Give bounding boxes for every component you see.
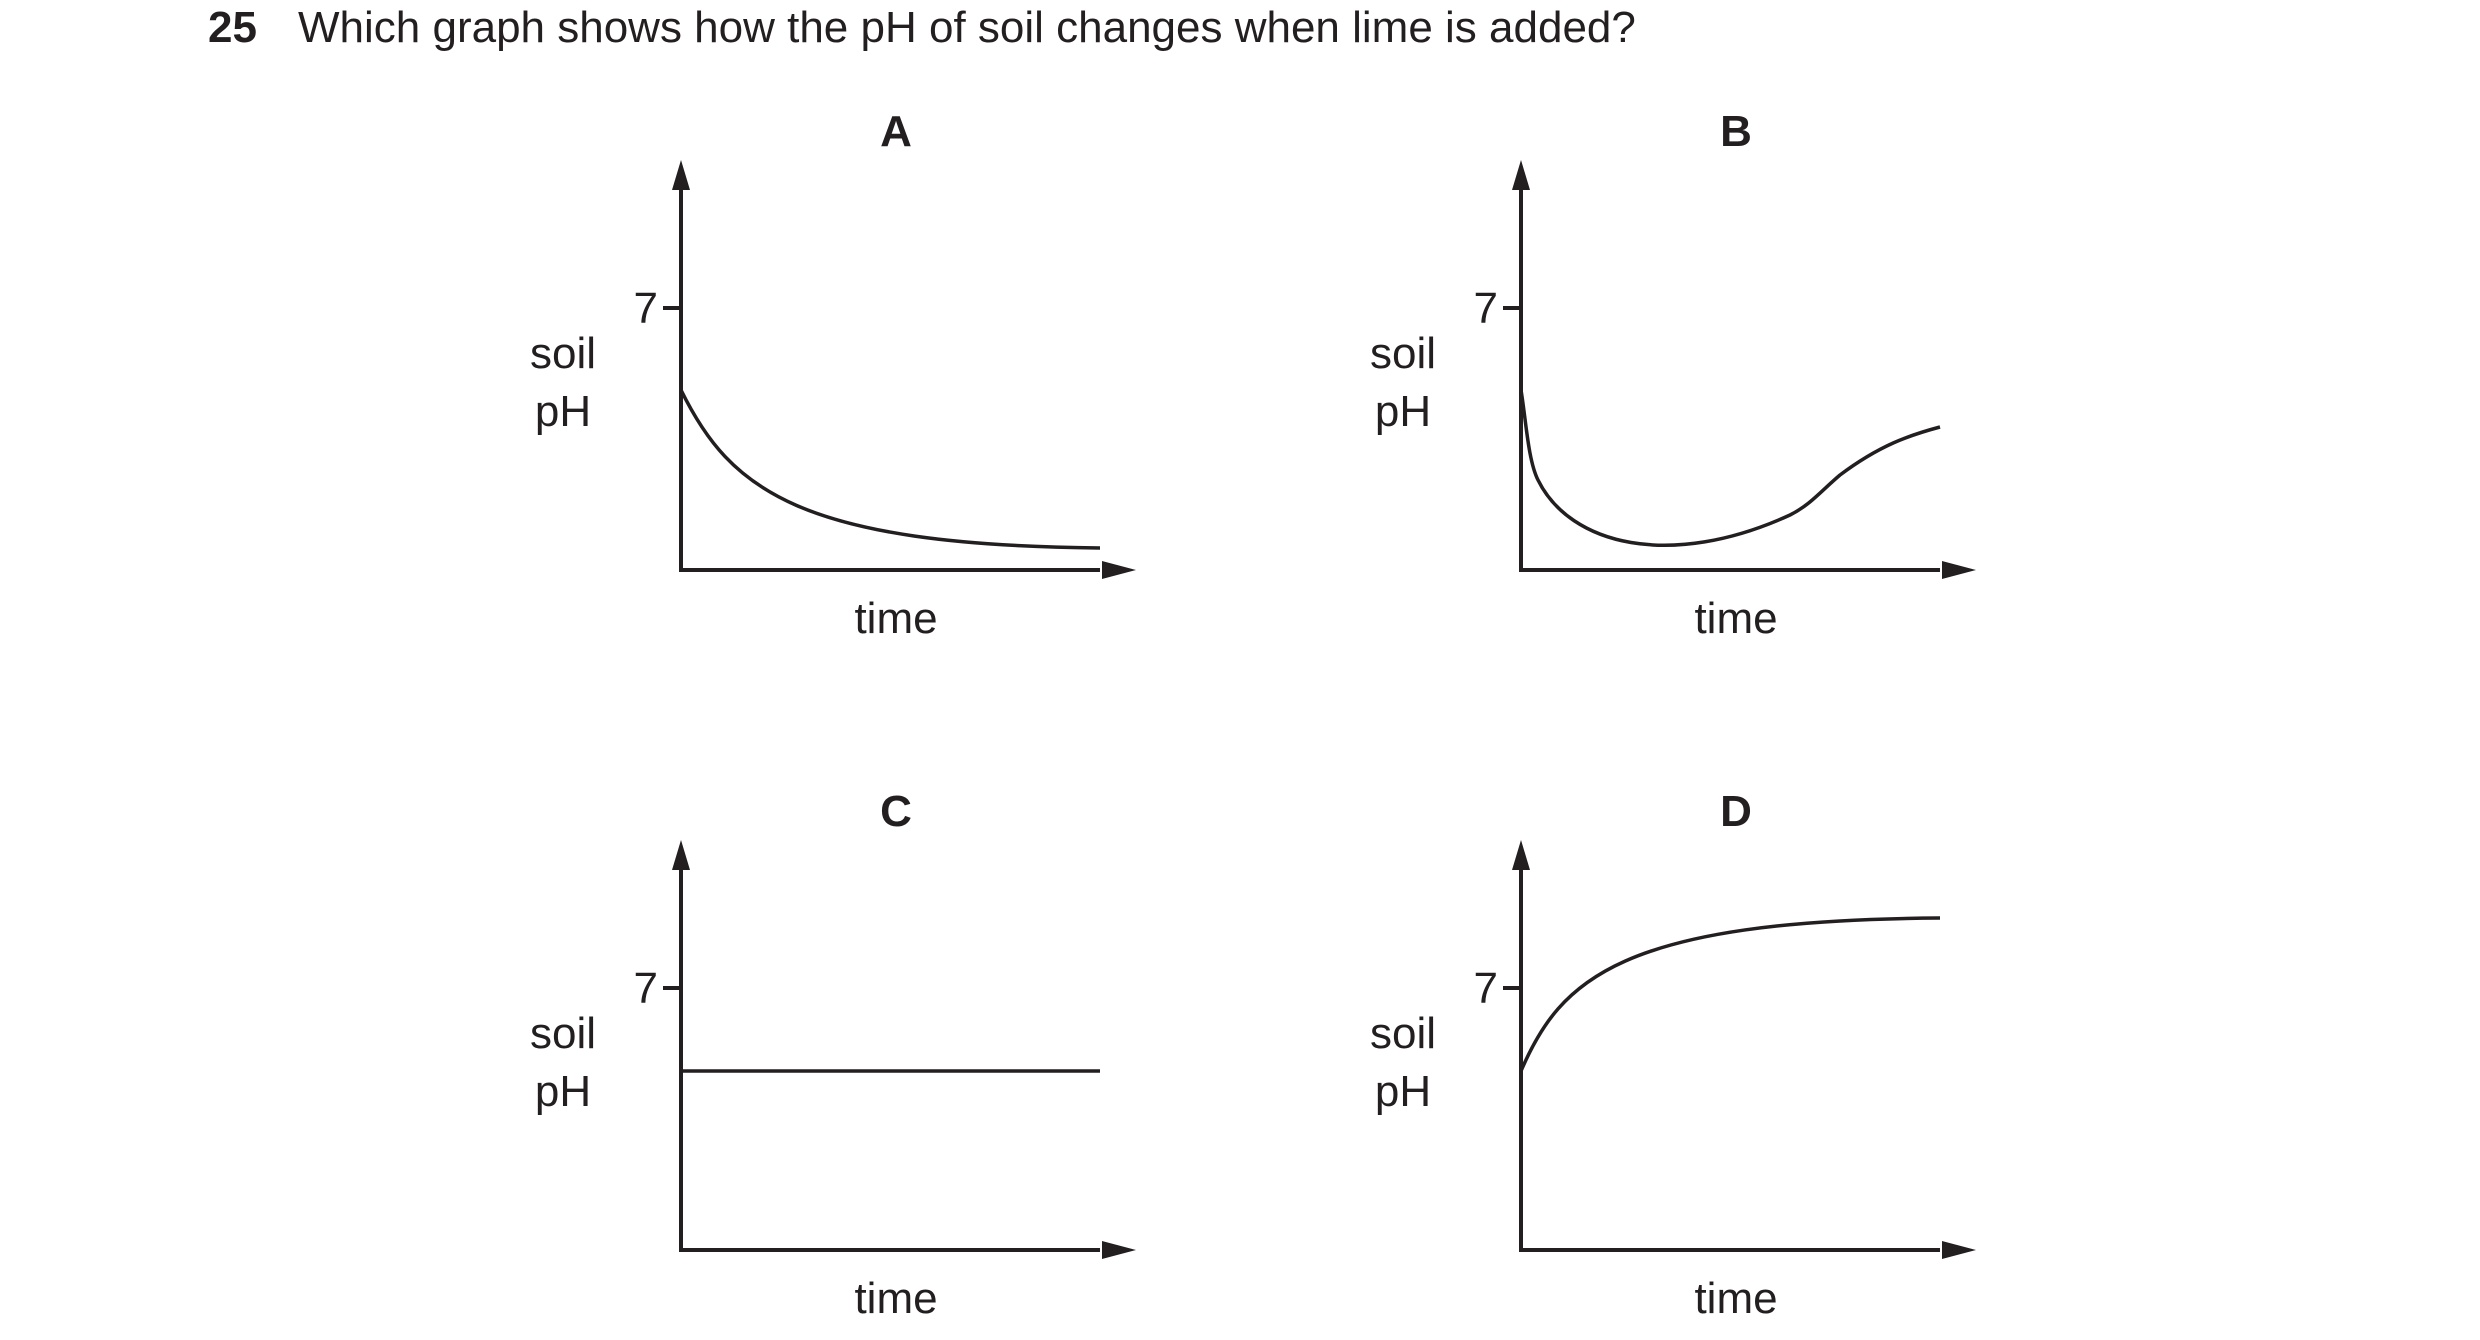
y-axis-label-line2: pH [1375,1067,1431,1116]
question: 25 Which graph shows how the pH of soil c… [208,2,1636,54]
y-tick-label: 7 [1474,284,1498,333]
question-number: 25 [208,3,257,52]
y-axis-label-line1: soil [530,329,596,378]
x-axis-arrow [1942,1241,1976,1259]
y-axis-label-line2: pH [1375,387,1431,436]
y-axis-label-line1: soil [1370,1009,1436,1058]
graph-option-d[interactable]: D 7 soil pH time [1340,780,2200,1340]
graph-d-svg: D 7 soil pH time [1370,787,1976,1323]
option-letter: D [1720,787,1752,836]
y-axis-label-line2: pH [535,387,591,436]
x-axis-label: time [1694,594,1777,643]
y-axis-arrow [672,160,690,190]
y-axis-arrow [672,840,690,870]
x-axis-arrow [1102,1241,1136,1259]
x-axis-arrow [1102,561,1136,579]
x-axis-label: time [854,1274,937,1323]
option-letter: C [880,787,912,836]
curve-dip-then-rise [1519,389,1941,547]
y-tick-label: 7 [634,964,658,1013]
y-axis-arrow [1512,840,1530,870]
option-letter: A [880,107,912,156]
graph-c-svg: C 7 soil pH time [530,787,1136,1323]
graph-option-c[interactable]: C 7 soil pH time [500,780,1360,1340]
question-text: Which graph shows how the pH of soil cha… [298,3,1636,52]
y-axis-label-line1: soil [1370,329,1436,378]
graph-a-svg: A 7 soil pH time [530,107,1136,643]
x-axis-arrow [1942,561,1976,579]
y-axis-label-line2: pH [535,1067,591,1116]
curve-increasing [1519,916,1941,1072]
x-axis-label: time [1694,1274,1777,1323]
x-axis-label: time [854,594,937,643]
graph-option-b[interactable]: B 7 soil pH time [1340,100,2200,660]
graph-option-a[interactable]: A 7 soil pH time [500,100,1360,660]
graph-b-svg: B 7 soil pH time [1370,107,1976,643]
y-tick-label: 7 [1474,964,1498,1013]
y-tick-label: 7 [634,284,658,333]
option-letter: B [1720,107,1752,156]
curve-decreasing [679,389,1101,550]
y-axis-label-line1: soil [530,1009,596,1058]
y-axis-arrow [1512,160,1530,190]
